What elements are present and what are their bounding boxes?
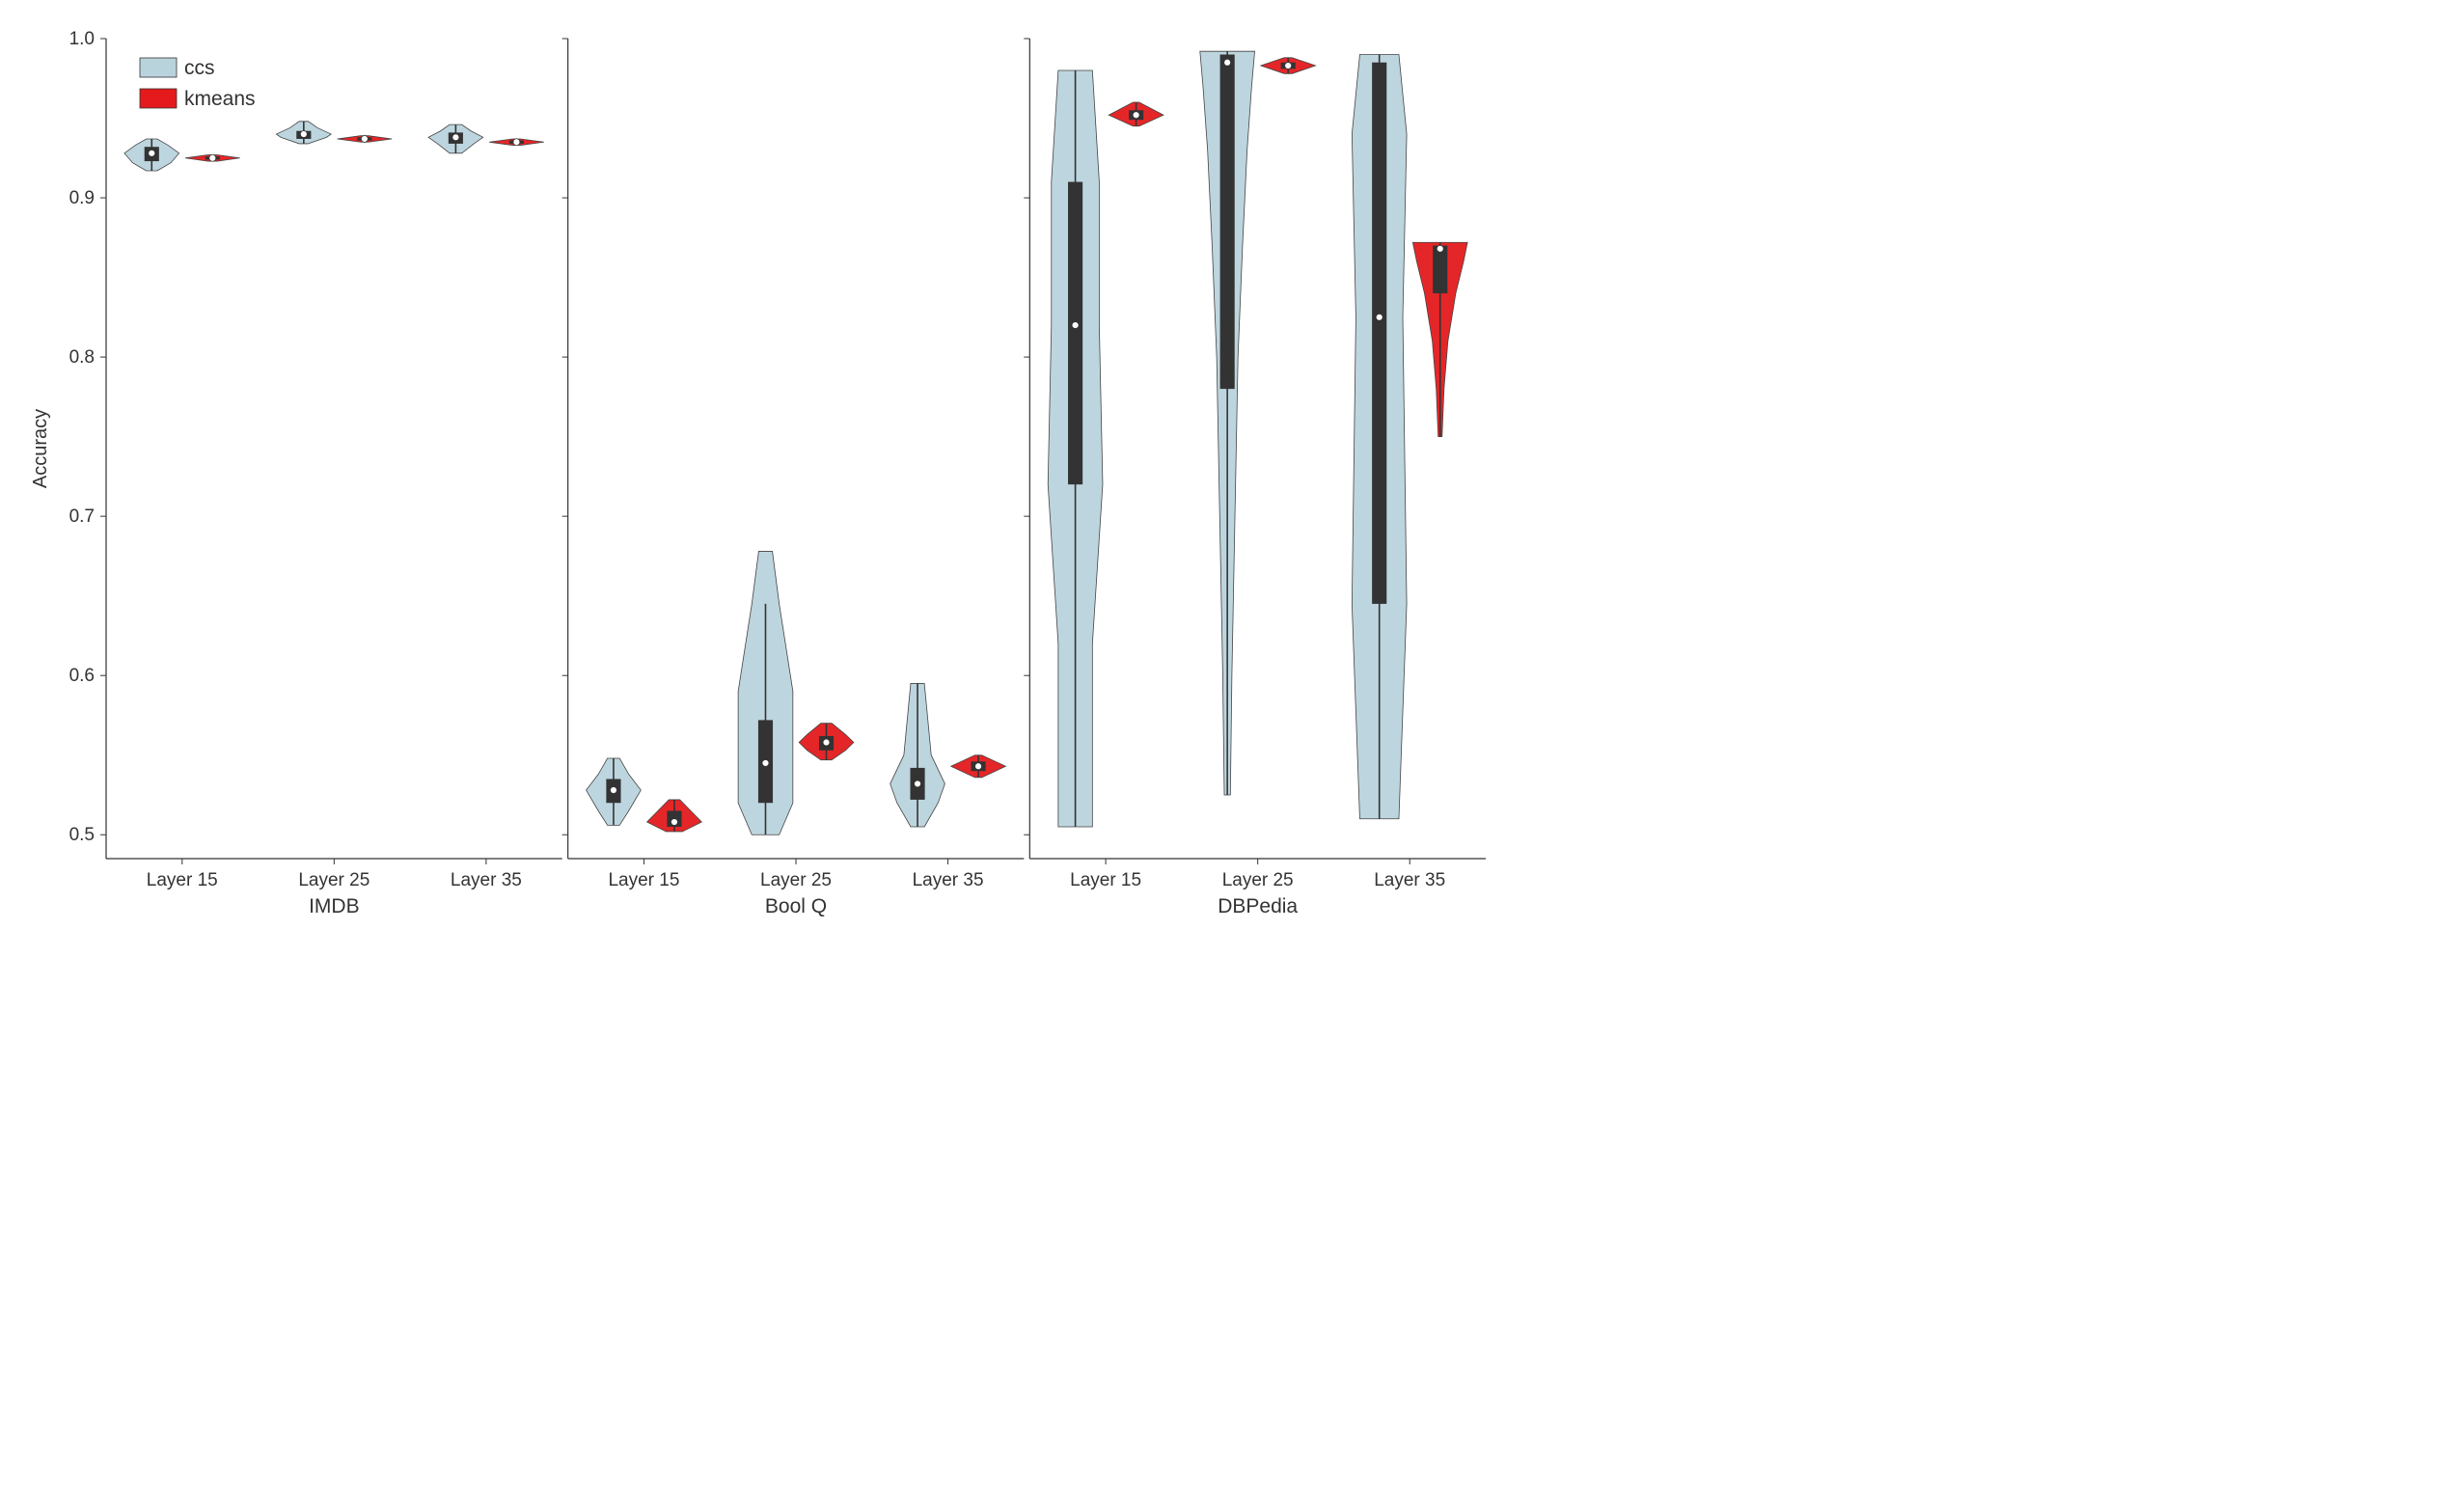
median-dot-kmeans xyxy=(1285,63,1292,69)
x-tick-label: Layer 25 xyxy=(760,870,832,890)
x-tick-label: Layer 35 xyxy=(451,870,522,890)
x-tick-label: Layer 35 xyxy=(1374,870,1445,890)
x-tick-label: Layer 25 xyxy=(298,870,370,890)
legend-swatch-kmeans xyxy=(140,89,177,108)
median-dot-kmeans xyxy=(975,763,982,770)
median-dot-kmeans xyxy=(209,154,216,161)
box-ccs xyxy=(1220,55,1235,390)
median-dot-kmeans xyxy=(671,819,677,826)
median-dot-ccs xyxy=(452,134,459,141)
median-dot-ccs xyxy=(1072,322,1079,329)
x-tick-label: Layer 15 xyxy=(147,870,218,890)
y-tick-label: 0.8 xyxy=(69,347,95,368)
median-dot-ccs xyxy=(762,759,769,766)
panel-label: Bool Q xyxy=(765,895,827,917)
median-dot-ccs xyxy=(1224,59,1231,66)
median-dot-ccs xyxy=(149,150,155,156)
x-tick-label: Layer 15 xyxy=(608,870,679,890)
median-dot-kmeans xyxy=(1133,112,1139,119)
median-dot-ccs xyxy=(610,787,616,794)
y-tick-label: 0.9 xyxy=(69,188,95,208)
x-tick-label: Layer 25 xyxy=(1222,870,1294,890)
median-dot-ccs xyxy=(300,131,307,138)
y-tick-label: 0.7 xyxy=(69,506,95,527)
median-dot-kmeans xyxy=(513,139,520,146)
panel-label: DBPedia xyxy=(1218,895,1298,917)
box-ccs xyxy=(1068,182,1082,485)
median-dot-kmeans xyxy=(361,135,368,142)
median-dot-kmeans xyxy=(1437,245,1443,252)
chart-svg: Accuracy 0.5 0.6 0.7 0.8 0.9 1.0 Layer 15 Layer … xyxy=(19,19,1505,945)
y-axis-label: Accuracy xyxy=(30,409,51,488)
panel-label: IMDB xyxy=(309,895,360,917)
legend: ccs kmeans xyxy=(130,46,294,116)
y-tick-label: 1.0 xyxy=(69,29,95,49)
legend-swatch-ccs xyxy=(140,58,177,77)
legend-label-ccs: ccs xyxy=(184,57,215,79)
median-dot-ccs xyxy=(1376,314,1383,320)
box-kmeans xyxy=(1433,246,1447,294)
x-tick-label: Layer 35 xyxy=(913,870,984,890)
y-tick-label: 0.6 xyxy=(69,666,95,686)
x-tick-label: Layer 15 xyxy=(1070,870,1141,890)
box-ccs xyxy=(1372,63,1386,604)
median-dot-ccs xyxy=(915,780,921,787)
legend-label-kmeans: kmeans xyxy=(184,88,256,110)
y-tick-label: 0.5 xyxy=(69,825,95,845)
violin-chart-figure: Accuracy 0.5 0.6 0.7 0.8 0.9 1.0 Layer 15 Layer … xyxy=(19,19,1505,945)
median-dot-kmeans xyxy=(823,739,830,746)
